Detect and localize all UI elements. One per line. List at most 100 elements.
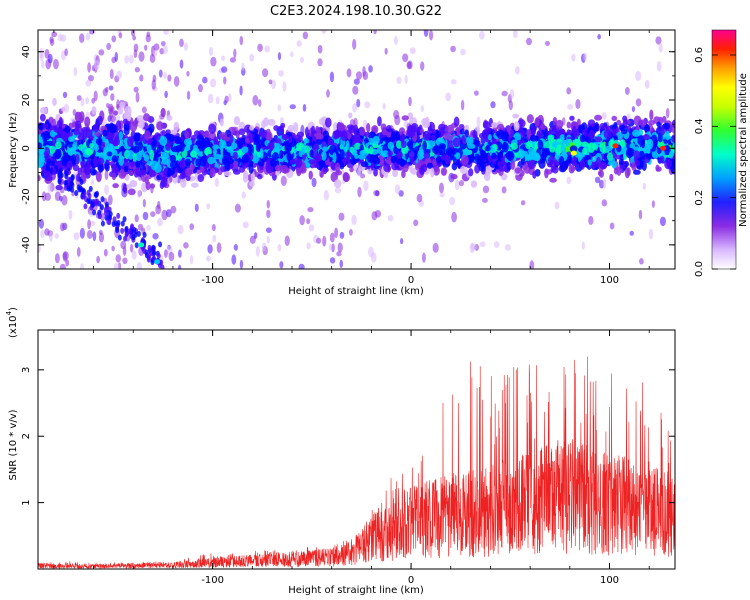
heatmap-cell <box>93 191 98 198</box>
heatmap-cell <box>567 103 574 110</box>
heatmap-cell <box>274 165 283 171</box>
heatmap-cell <box>329 257 336 264</box>
heatmap-cell <box>93 60 100 71</box>
y-tick-label: 2 <box>21 433 32 439</box>
heatmap-cell <box>79 227 85 239</box>
heatmap-cell <box>46 159 51 166</box>
heatmap-cell <box>401 115 409 121</box>
heatmap-cell <box>112 216 117 223</box>
heatmap-cell <box>387 141 395 150</box>
heatmap-cell <box>490 101 496 109</box>
heatmap-cell <box>603 129 612 139</box>
heatmap-cell <box>57 178 62 185</box>
heatmap-cell <box>497 123 505 131</box>
heatmap-cell <box>498 166 506 172</box>
heatmap-cell <box>664 158 672 170</box>
heatmap-cell <box>566 87 572 95</box>
heatmap-cell <box>73 127 80 136</box>
heatmap-cell <box>520 200 526 206</box>
heatmap-cell <box>671 119 675 129</box>
heatmap-cell <box>566 121 572 129</box>
heatmap-cell <box>392 169 399 178</box>
heatmap-cell <box>402 164 409 173</box>
heatmap-cell <box>604 145 613 152</box>
heatmap-cell <box>202 76 208 84</box>
heatmap-cell <box>52 97 57 107</box>
heatmap-cell <box>601 112 607 120</box>
heatmap-cell <box>314 153 323 162</box>
heatmap-cell <box>79 178 84 185</box>
heatmap-cell <box>219 139 227 149</box>
heatmap-cell <box>363 137 369 144</box>
heatmap-cell <box>322 235 327 247</box>
heatmap-cell <box>213 153 222 160</box>
heatmap-cell <box>106 151 113 157</box>
heatmap-cell <box>452 137 461 148</box>
heatmap-cell <box>363 180 369 192</box>
y-tick-label: -40 <box>21 237 32 253</box>
heatmap-cell <box>632 129 640 137</box>
heatmap-cell <box>446 124 455 135</box>
heatmap-cell <box>273 125 280 131</box>
heatmap-cell <box>89 220 96 226</box>
heatmap-cell <box>342 172 351 183</box>
heatmap-cell <box>43 146 51 158</box>
heatmap-cell <box>455 152 461 160</box>
heatmap-cell <box>103 248 108 257</box>
heatmap-cell <box>258 99 262 108</box>
heatmap-cell <box>545 40 550 47</box>
heatmap-cell <box>134 242 139 249</box>
heatmap-cell <box>233 160 239 169</box>
heatmap-hotspot <box>612 143 619 149</box>
heatmap-cell <box>76 173 81 182</box>
heatmap-cell <box>547 155 556 165</box>
heatmap-cell <box>250 171 256 182</box>
heatmap-cell <box>649 109 654 121</box>
heatmap-cell <box>588 129 595 140</box>
heatmap-cell <box>113 263 120 269</box>
heatmap-cell <box>504 131 509 142</box>
heatmap-cell <box>49 167 54 174</box>
heatmap-cell <box>268 79 273 85</box>
heatmap-cell <box>81 193 86 200</box>
heatmap-cell <box>151 79 157 90</box>
heatmap-cell <box>249 181 255 187</box>
heatmap-cell <box>356 99 361 108</box>
heatmap-cell <box>479 241 486 247</box>
heatmap-cell <box>241 146 249 153</box>
heatmap-cell <box>226 146 234 153</box>
heatmap-cell <box>581 141 589 147</box>
heatmap-cell <box>555 119 564 129</box>
heatmap-cell <box>421 252 426 263</box>
heatmap-cell <box>39 106 48 115</box>
heatmap-cell <box>371 211 378 221</box>
heatmap-cell <box>601 199 608 207</box>
heatmap-cell <box>451 211 457 223</box>
heatmap-cell <box>289 104 296 110</box>
heatmap-cell <box>366 153 374 163</box>
heatmap-cell <box>103 210 108 217</box>
heatmap-cell <box>133 145 139 154</box>
heatmap-cell <box>554 201 560 210</box>
snr-frame <box>37 329 676 570</box>
heatmap-cell <box>242 221 249 229</box>
heatmap-cell <box>430 134 436 140</box>
heatmap-cell <box>87 62 92 73</box>
heatmap-cell <box>376 145 383 154</box>
heatmap-cell <box>257 43 263 52</box>
heatmap-cell <box>455 126 460 136</box>
heatmap-cell <box>83 165 91 175</box>
heatmap-cell <box>51 31 58 38</box>
heatmap-cell <box>639 258 644 265</box>
heatmap-cell <box>569 145 578 153</box>
heatmap-cell <box>407 60 413 70</box>
heatmap-cell <box>87 192 92 199</box>
heatmap-cell <box>223 171 232 177</box>
heatmap-cell <box>138 51 145 62</box>
heatmap-cell <box>137 190 141 199</box>
heatmap-cell <box>373 168 378 177</box>
heatmap-cell <box>523 154 530 162</box>
heatmap-cell <box>92 231 97 242</box>
heatmap-cell <box>402 53 409 63</box>
